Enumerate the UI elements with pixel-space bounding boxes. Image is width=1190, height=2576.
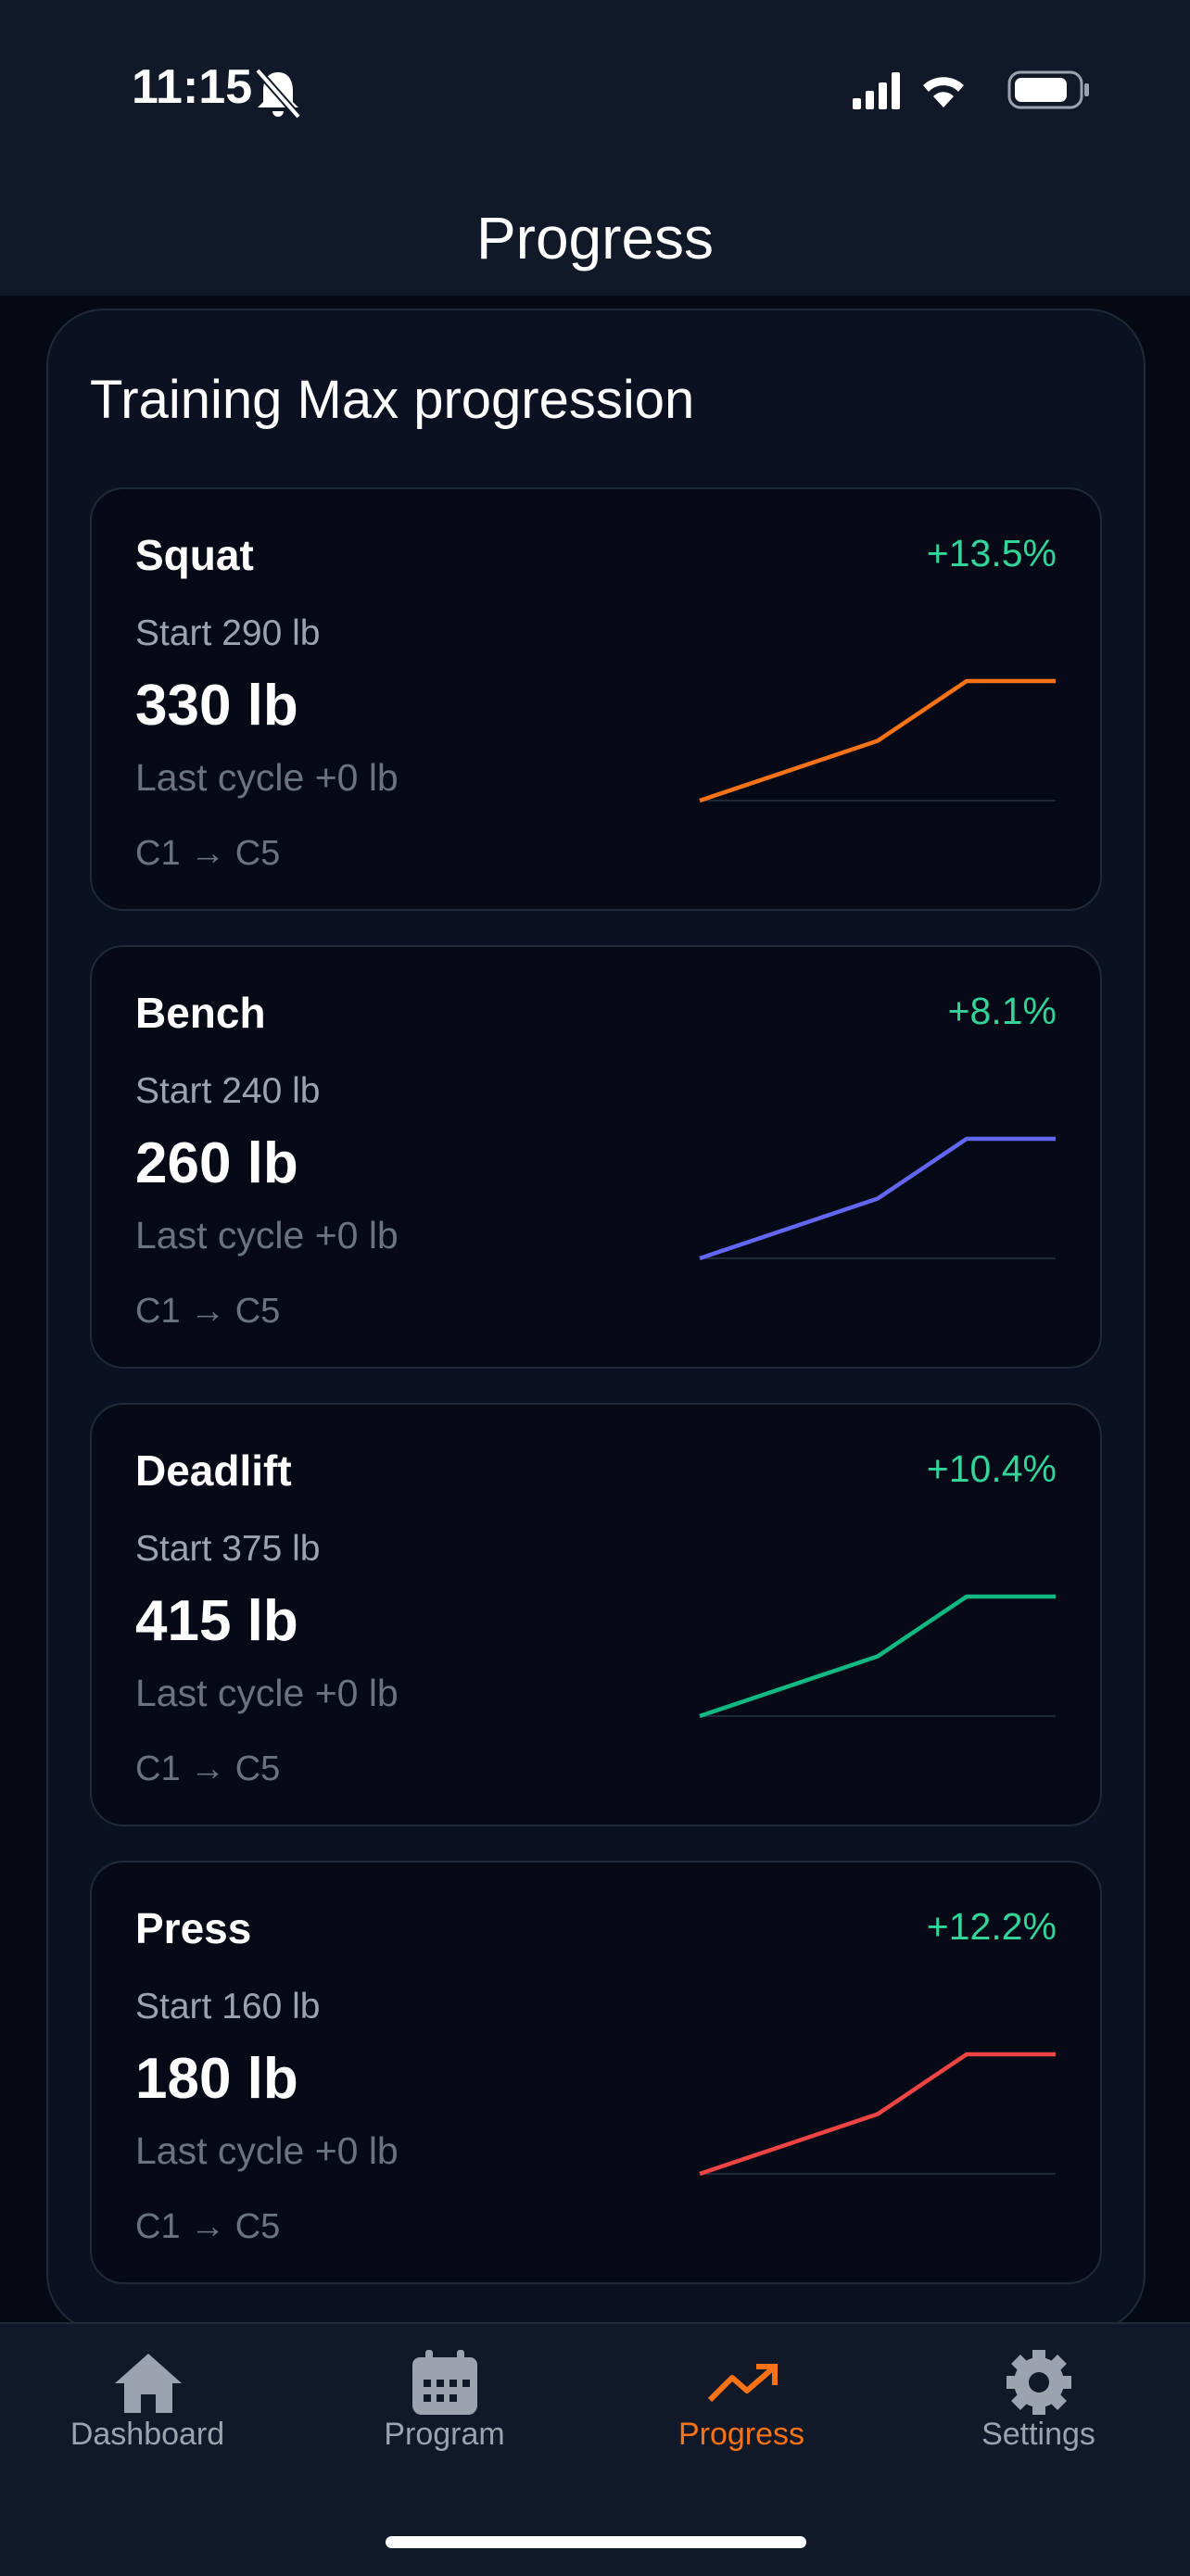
sparkline <box>699 2052 1056 2177</box>
lift-current: 415 lb <box>135 1589 298 1653</box>
lift-name: Deadlift <box>135 1446 292 1495</box>
lift-name: Squat <box>135 531 254 579</box>
tab-label[interactable]: Progress <box>677 2417 805 2452</box>
lift-start: Start 375 lb <box>135 1529 321 1569</box>
lift-card: Bench +8.1% Start 240 lb 260 lb Last cycle +… <box>90 945 1102 1369</box>
lift-start: Start 240 lb <box>135 1071 321 1111</box>
sparkline <box>699 1594 1056 1719</box>
lift-card: Press +12.2% Start 160 lb 180 lb Last cycle … <box>90 1861 1102 2284</box>
lift-range: C1 → C5 <box>135 2207 281 2246</box>
lift-change: +8.1% <box>947 990 1057 1032</box>
lift-current: 180 lb <box>135 2047 298 2111</box>
program-icon <box>412 2350 477 2415</box>
lift-start: Start 160 lb <box>135 1987 321 2027</box>
sparkline-line <box>699 1136 1056 1261</box>
sparkline <box>699 1136 1056 1261</box>
lift-start: Start 290 lb <box>135 613 321 653</box>
lift-change: +13.5% <box>926 532 1057 575</box>
tab-bar: Dashboard Program Progress Settings <box>0 2322 1190 2576</box>
lift-last-cycle: Last cycle +0 lb <box>135 2129 399 2172</box>
sparkline-line <box>699 2052 1056 2177</box>
status-icons <box>853 70 1089 109</box>
sparkline-line <box>699 678 1056 803</box>
lift-last-cycle: Last cycle +0 lb <box>135 756 399 799</box>
lift-change: +10.4% <box>926 1447 1057 1490</box>
lift-last-cycle: Last cycle +0 lb <box>135 1672 399 1714</box>
status-time: 11:15 <box>132 60 253 114</box>
lift-name: Press <box>135 1904 252 1952</box>
sparkline <box>699 678 1056 803</box>
lift-last-cycle: Last cycle +0 lb <box>135 1214 399 1256</box>
page-title: Progress <box>475 205 715 271</box>
tab-label[interactable]: Settings <box>981 2417 1095 2452</box>
dashboard-icon <box>115 2354 182 2413</box>
lift-current: 330 lb <box>135 674 298 738</box>
header: 11:15 Progress <box>0 0 1190 296</box>
home-indicator <box>386 2536 806 2548</box>
settings-icon <box>1006 2350 1071 2415</box>
section-title: Training Max progression <box>90 370 695 430</box>
progress-icon <box>707 2364 778 2403</box>
lift-range: C1 → C5 <box>135 1292 281 1331</box>
lift-card: Squat +13.5% Start 290 lb 330 lb Last cycle … <box>90 487 1102 911</box>
tab-label[interactable]: Dashboard <box>70 2417 225 2452</box>
lift-card: Deadlift +10.4% Start 375 lb 415 lb Last cyc… <box>90 1403 1102 1826</box>
mute-icon <box>254 68 302 120</box>
lift-range: C1 → C5 <box>135 834 281 873</box>
lift-range: C1 → C5 <box>135 1749 281 1788</box>
lift-change: +12.2% <box>926 1905 1057 1948</box>
tab-label[interactable]: Program <box>384 2417 505 2452</box>
lift-name: Bench <box>135 989 266 1037</box>
sparkline-line <box>699 1594 1056 1719</box>
lift-current: 260 lb <box>135 1131 298 1195</box>
